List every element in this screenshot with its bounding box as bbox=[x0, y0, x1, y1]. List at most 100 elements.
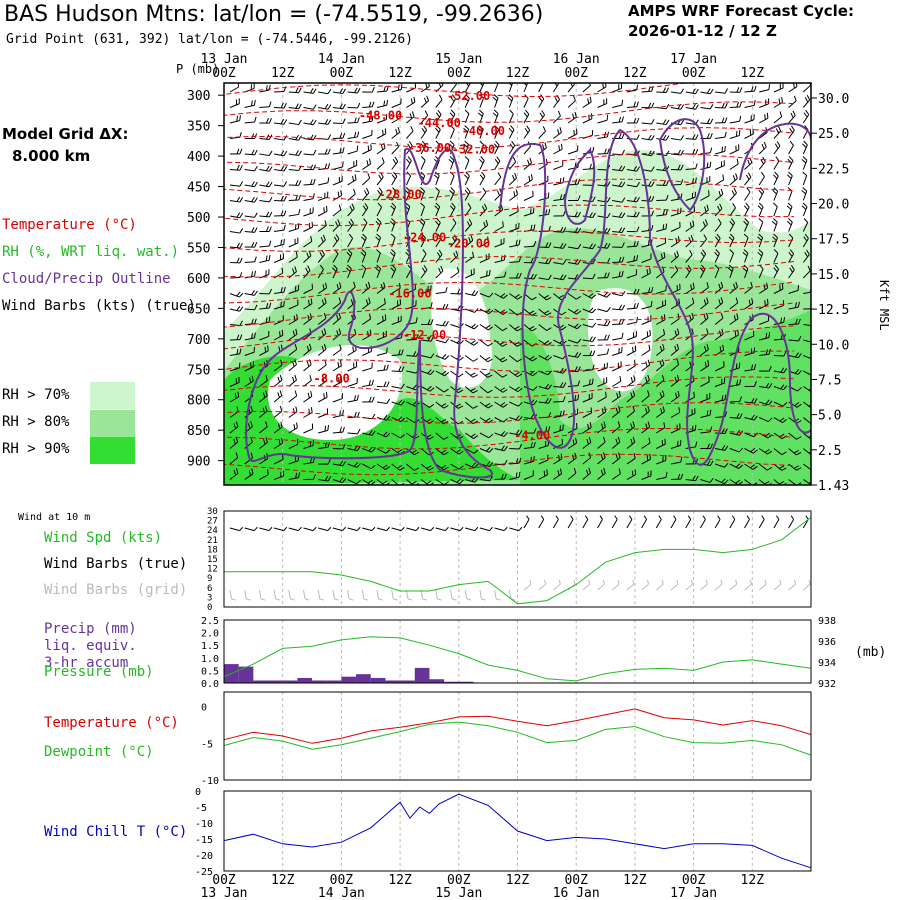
wind-tick-label: 0 bbox=[207, 603, 212, 613]
wind-barb bbox=[288, 119, 302, 126]
wind-barb bbox=[435, 320, 449, 327]
temperature-contour bbox=[224, 427, 795, 450]
wind-barb bbox=[582, 307, 597, 314]
wind-barb bbox=[802, 401, 811, 409]
wind-barb bbox=[494, 238, 505, 248]
cloud-outline bbox=[245, 147, 493, 479]
wind-barb bbox=[450, 478, 464, 485]
wind-barb-grid bbox=[758, 579, 767, 591]
wind-barb bbox=[463, 125, 470, 139]
wind-barb bbox=[509, 272, 522, 279]
wind-barb bbox=[700, 360, 710, 372]
wind-barb bbox=[405, 171, 412, 186]
kft-tick-label: 25.0 bbox=[818, 127, 849, 142]
wind-barb bbox=[435, 249, 443, 263]
wind-barb bbox=[406, 463, 420, 471]
wind-barb bbox=[728, 233, 735, 248]
wind-barb bbox=[479, 292, 494, 298]
wind-barb bbox=[729, 313, 739, 325]
wind-barb bbox=[406, 111, 415, 124]
wind-barb bbox=[597, 291, 611, 298]
wind-barb bbox=[582, 364, 595, 372]
kft-tick-label: 5.0 bbox=[818, 409, 841, 424]
wind-barb bbox=[626, 405, 636, 418]
wind-barb bbox=[803, 324, 811, 327]
wind-barb bbox=[523, 241, 537, 248]
wind-barb bbox=[362, 430, 376, 436]
wind-barb bbox=[259, 150, 273, 157]
wind-barb bbox=[700, 219, 708, 232]
wind-barb bbox=[494, 445, 508, 452]
temperature-contour-label: -4.00 bbox=[514, 428, 550, 442]
wind-barb bbox=[582, 163, 595, 170]
wind-barb-true bbox=[435, 526, 449, 532]
wind-barb bbox=[332, 426, 345, 434]
wind-barb bbox=[788, 448, 802, 456]
wind-barb bbox=[801, 202, 808, 217]
wind-barb bbox=[229, 212, 244, 219]
wind-barb bbox=[685, 297, 695, 310]
forecast-cycle-label: AMPS WRF Forecast Cycle: bbox=[628, 2, 854, 20]
wind-barb bbox=[259, 211, 273, 218]
wind-barb bbox=[509, 429, 523, 436]
kft-tick-label: 1.43 bbox=[818, 479, 849, 494]
wind-barb bbox=[641, 405, 650, 418]
wind-barb bbox=[288, 150, 302, 157]
kft-tick-label: 15.0 bbox=[818, 268, 849, 283]
wind-barb bbox=[332, 132, 346, 139]
wind-barb-true bbox=[318, 526, 332, 532]
wind-barb bbox=[802, 448, 811, 456]
wind-barb bbox=[656, 329, 666, 341]
wind-barb bbox=[274, 150, 288, 157]
wind-barb bbox=[509, 443, 522, 450]
wind-barb-true bbox=[567, 515, 574, 529]
wind-barb bbox=[553, 438, 563, 449]
rh90-region-2 bbox=[520, 310, 811, 485]
wind-barb bbox=[347, 203, 355, 217]
wind-barb bbox=[714, 478, 729, 485]
wind-barb bbox=[641, 359, 651, 372]
temperature-contour bbox=[224, 230, 795, 252]
wind-barb-grid bbox=[494, 589, 501, 601]
wind-barb bbox=[317, 297, 327, 310]
wind-barb bbox=[758, 141, 767, 155]
wind-barb-true bbox=[670, 515, 677, 529]
wind-barb bbox=[229, 452, 239, 465]
wind-barb bbox=[773, 111, 783, 124]
wind-barb bbox=[670, 149, 684, 156]
wind-barb bbox=[773, 264, 780, 279]
wind-barb bbox=[670, 456, 683, 465]
wind-barb-true bbox=[552, 515, 559, 529]
temperature-labels: -52.00 -48.00 -44.00-40.00 -36.00 -32.00 -28.… bbox=[314, 89, 551, 442]
pressure-legend: Pressure (mb) bbox=[44, 664, 154, 680]
wind-barb bbox=[729, 329, 739, 341]
precip-bar bbox=[326, 680, 342, 683]
grid-point-subtitle: Grid Point (631, 392) lat/lon = (-74.544… bbox=[6, 32, 413, 47]
wind-barb bbox=[568, 211, 581, 218]
wind-barb-grid bbox=[611, 579, 620, 591]
wind-barb bbox=[626, 240, 639, 248]
wind-barb bbox=[670, 164, 684, 171]
wind-barb bbox=[479, 386, 493, 394]
wind-barb bbox=[597, 242, 611, 249]
wind-barb bbox=[259, 390, 268, 403]
wind-barb bbox=[332, 328, 342, 341]
wind-barb bbox=[611, 406, 621, 418]
wind-barb bbox=[553, 177, 565, 186]
wind-barb-grid bbox=[553, 579, 561, 591]
wind-barb bbox=[714, 462, 729, 468]
wind-barb-true bbox=[611, 515, 618, 529]
wind-barb bbox=[772, 202, 778, 217]
wind-barb bbox=[612, 242, 625, 248]
wind-barb bbox=[317, 391, 328, 403]
wind-barb bbox=[450, 218, 457, 232]
wind-barb bbox=[788, 110, 796, 124]
wind-barb bbox=[464, 355, 479, 362]
wind-barb-grid bbox=[303, 589, 310, 601]
wind-barb bbox=[464, 218, 473, 232]
wind-barb-true bbox=[494, 526, 508, 532]
top-hour-label: 00Z bbox=[330, 66, 354, 81]
wind-barb bbox=[509, 222, 520, 232]
top-date-label: 17 Jan bbox=[670, 52, 717, 67]
wind-barb bbox=[685, 234, 694, 248]
